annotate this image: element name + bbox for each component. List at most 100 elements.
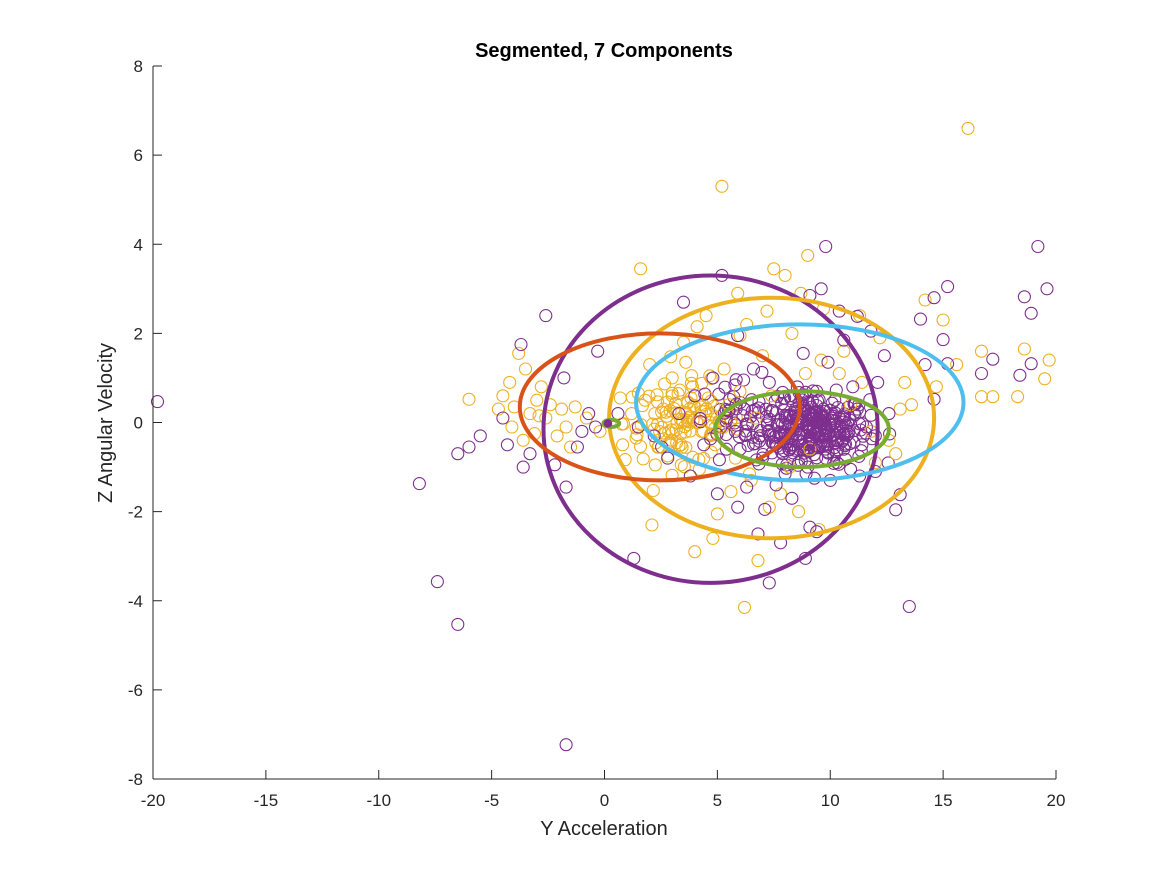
data-point <box>706 531 720 545</box>
data-point <box>904 398 919 412</box>
data-point <box>758 502 772 516</box>
data-point <box>855 438 869 452</box>
data-point <box>593 424 607 438</box>
data-point <box>150 395 165 409</box>
data-point <box>787 438 801 452</box>
component-ellipse-1 <box>541 273 880 585</box>
data-point <box>659 405 673 419</box>
x-tick-label: -10 <box>366 791 391 810</box>
data-point <box>850 402 864 416</box>
data-point <box>710 487 724 501</box>
data-point <box>684 391 698 405</box>
data-point <box>853 417 867 431</box>
y-axis-label: Z Angular Velocity <box>95 343 117 503</box>
data-point <box>516 460 530 474</box>
data-point <box>718 380 732 394</box>
data-point <box>785 491 799 505</box>
data-point <box>731 286 745 300</box>
y-tick-label: -6 <box>128 681 143 700</box>
x-tick-label: 0 <box>600 791 609 810</box>
data-point <box>819 239 833 254</box>
data-point <box>785 326 799 340</box>
data-point <box>889 447 903 461</box>
data-point <box>778 411 792 425</box>
component-ellipse-3 <box>634 322 966 483</box>
data-point <box>792 505 806 519</box>
data-point <box>678 420 692 434</box>
data-point <box>774 487 788 501</box>
data-point <box>710 507 724 521</box>
data-point <box>737 600 752 614</box>
data-point <box>751 527 765 541</box>
data-point <box>555 402 569 416</box>
data-point <box>611 407 625 421</box>
data-point <box>747 437 761 451</box>
data-point <box>752 405 766 419</box>
data-point <box>814 353 828 367</box>
data-point <box>685 380 700 394</box>
data-point <box>812 522 826 537</box>
data-point <box>783 426 797 440</box>
data-point <box>688 545 702 559</box>
data-point <box>518 362 533 376</box>
data-point <box>729 373 743 387</box>
data-point <box>767 262 781 276</box>
data-point <box>679 355 693 369</box>
data-point <box>645 518 659 532</box>
data-point <box>505 420 519 434</box>
data-point <box>638 393 652 407</box>
x-ticks: -20 -15 -10 -5 0 5 10 15 20 <box>141 770 1066 810</box>
data-point <box>523 447 537 461</box>
data-point <box>496 389 510 403</box>
data-point <box>746 362 761 376</box>
data-point <box>462 440 476 454</box>
y-tick-label: 6 <box>134 146 143 165</box>
data-point <box>889 503 903 517</box>
data-point <box>739 428 753 442</box>
data-point <box>737 402 752 416</box>
x-tick-label: -15 <box>254 791 279 810</box>
data-point <box>559 480 573 494</box>
data-point <box>729 411 743 425</box>
data-point <box>832 366 846 381</box>
data-point <box>733 384 747 398</box>
data-point <box>893 402 907 416</box>
data-point <box>723 392 737 407</box>
data-point <box>646 483 660 498</box>
data-point <box>798 366 812 381</box>
data-point <box>918 293 932 307</box>
data-point <box>814 282 828 296</box>
data-point <box>877 349 891 363</box>
data-point <box>846 380 860 394</box>
data-point <box>695 424 709 438</box>
data-point <box>841 424 855 438</box>
data-point <box>650 388 664 402</box>
data-point <box>783 443 797 457</box>
data-point <box>927 291 941 305</box>
component-ellipse-7 <box>603 419 613 428</box>
data-point <box>772 425 786 439</box>
data-point <box>496 411 510 425</box>
data-point <box>856 429 870 443</box>
y-tick-label: 2 <box>134 324 143 343</box>
data-point <box>661 451 675 465</box>
data-point <box>801 395 815 409</box>
data-point <box>647 429 661 443</box>
data-point <box>837 442 851 456</box>
data-point <box>801 248 815 262</box>
data-point <box>724 485 738 499</box>
data-point <box>821 355 835 369</box>
data-point <box>514 337 528 352</box>
data-point <box>902 599 916 614</box>
ellipse-layer <box>517 273 966 585</box>
x-tick-label: 20 <box>1047 791 1066 810</box>
data-point <box>704 445 718 459</box>
data-point <box>974 344 989 358</box>
data-point <box>760 409 774 424</box>
data-point <box>731 500 745 514</box>
data-point <box>736 409 750 423</box>
data-point <box>588 420 603 434</box>
data-point <box>1017 342 1031 356</box>
x-tick-label: 15 <box>934 791 953 810</box>
